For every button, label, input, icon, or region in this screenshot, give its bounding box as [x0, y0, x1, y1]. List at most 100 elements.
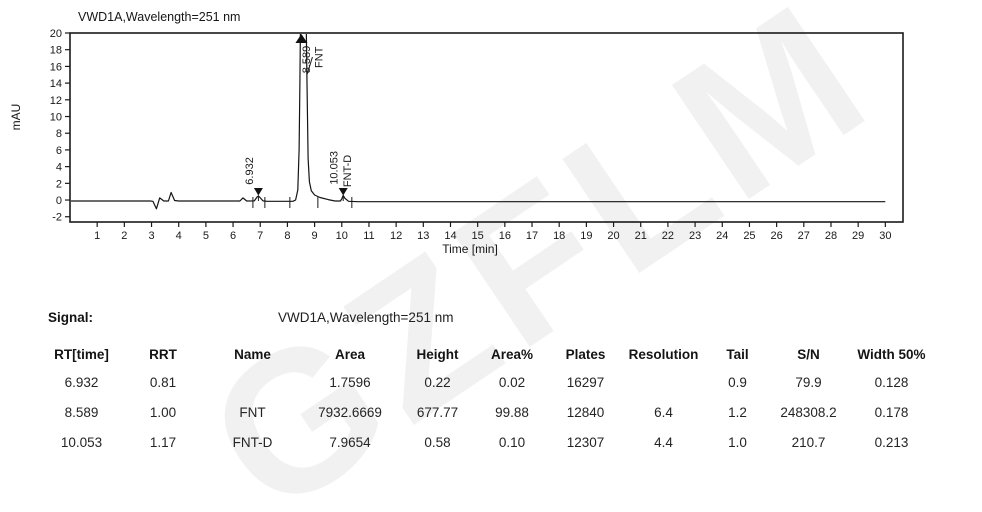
- y-tick-label: 8: [56, 128, 62, 140]
- peak-table-cell: 7.9654: [329, 434, 371, 450]
- peak-table-cell: 210.7: [791, 434, 826, 450]
- x-tick-label: 17: [526, 230, 538, 242]
- column-header-width-50-: Width 50%: [857, 346, 926, 362]
- peak-arrow-icon: [253, 187, 263, 196]
- column-header-rrt: RRT: [149, 346, 177, 362]
- integration-marks: [252, 197, 353, 209]
- peak-table-cell: 6.4: [654, 404, 673, 420]
- y-tick-label: 18: [50, 45, 62, 57]
- x-tick-label: 28: [825, 230, 837, 242]
- column-header-name: Name: [234, 346, 271, 362]
- peak-table-cell: FNT-D: [232, 434, 273, 450]
- x-tick-label: 24: [716, 230, 728, 242]
- x-tick-label: 19: [580, 230, 592, 242]
- peak-table-cell: 12307: [566, 434, 605, 450]
- x-tick-label: 21: [635, 230, 647, 242]
- plot-border: [69, 32, 904, 223]
- peak-table-cell: 16297: [566, 374, 605, 390]
- peak-table-cell: 0.58: [424, 434, 451, 450]
- y-tick-label: 10: [50, 112, 62, 124]
- results-section: Signal: VWD1A,Wavelength=251 nm RT[time]…: [40, 310, 950, 457]
- peak-table-cell: 4.4: [654, 434, 673, 450]
- peak-table-cell: 7932.6669: [318, 404, 382, 420]
- x-tick-label: 10: [336, 230, 348, 242]
- x-tick-label: 27: [798, 230, 810, 242]
- table-header-row: RT[time] RRT Name Area Height Area% Plates Reso…: [40, 341, 938, 367]
- column-header-area-: Area%: [490, 346, 534, 362]
- peak-table-cell: 1.7596: [329, 374, 371, 390]
- signal-row: Signal: VWD1A,Wavelength=251 nm: [40, 310, 950, 325]
- peak-table-cell: 6.932: [64, 374, 99, 390]
- peak-table-row: 6.932 0.81 1.7596 0.22 0.02 16297 0.9 79.9 0.128: [40, 367, 938, 397]
- peak-table-cell: 1.2: [728, 404, 747, 420]
- x-tick-label: 6: [230, 230, 236, 242]
- peak-table-cell: 0.178: [874, 404, 909, 420]
- x-tick-label: 13: [417, 230, 429, 242]
- y-tick-label: 2: [56, 178, 62, 190]
- peak-table-cell: 0.128: [874, 374, 909, 390]
- column-header-resolution: Resolution: [628, 346, 699, 362]
- peak-table-cell: 1.0: [728, 434, 747, 450]
- peak-table-cell: 0.213: [874, 434, 909, 450]
- peak-table-row: 10.053 1.17 FNT-D 7.9654 0.58 0.10 12307 4.4 1.0…: [40, 427, 938, 457]
- peak-table-cell: 8.589: [64, 404, 99, 420]
- peak-table-cell: 248308.2: [780, 404, 837, 420]
- peak-name-label: FNT-D: [342, 155, 354, 187]
- column-header-s-n: S/N: [797, 346, 820, 362]
- peak-table-cell: 0.81: [149, 374, 177, 390]
- peak-rt-label: 10.053: [329, 151, 341, 185]
- signal-value: VWD1A,Wavelength=251 nm: [278, 310, 454, 325]
- y-tick-label: 20: [50, 28, 62, 40]
- x-tick-label: 12: [390, 230, 402, 242]
- peak-table-cell: 677.77: [416, 404, 459, 420]
- signal-trace: [71, 34, 886, 210]
- x-tick-label: 3: [148, 230, 154, 242]
- x-tick-label: 29: [852, 230, 864, 242]
- peak-table-cell: 1.17: [149, 434, 177, 450]
- x-tick-label: 16: [499, 230, 511, 242]
- x-tick-label: 9: [312, 230, 318, 242]
- peak-rt-label: 8.589: [301, 46, 313, 74]
- peak-label-leader: [306, 56, 313, 76]
- column-header-area: Area: [334, 346, 366, 362]
- x-tick-label: 23: [689, 230, 701, 242]
- x-tick-label: 14: [444, 230, 456, 242]
- x-tick-label: 1: [94, 230, 100, 242]
- peak-rt-label: 6.932: [244, 157, 256, 185]
- x-tick-label: 4: [176, 230, 182, 242]
- y-tick-label: 12: [50, 95, 62, 107]
- peak-table-cell: FNT: [239, 404, 266, 420]
- x-tick-label: 8: [284, 230, 290, 242]
- x-tick-label: 11: [363, 230, 374, 242]
- peak-annotations: 6.932 8.589 FNT 10.053 FNT-D: [244, 34, 354, 202]
- y-tick-label: 14: [50, 78, 62, 90]
- peak-results-table: RT[time] RRT Name Area Height Area% Plates Reso…: [40, 341, 938, 457]
- peak-table-cell: [203, 367, 302, 397]
- column-header-plates: Plates: [565, 346, 606, 362]
- x-tick-label: 2: [121, 230, 127, 242]
- peak-table-cell: 79.9: [795, 374, 822, 390]
- peak-table-cell: [624, 367, 703, 397]
- peak-name-label: FNT: [313, 46, 325, 68]
- y-tick-label: -2: [52, 212, 62, 224]
- x-tick-label: 20: [607, 230, 619, 242]
- peak-table-cell: 0.10: [498, 434, 526, 450]
- x-axis-label: Time [min]: [442, 242, 498, 256]
- x-tick-label: 7: [257, 230, 263, 242]
- chromatogram-chart: VWD1A,Wavelength=251 nm mAU 20 18 16 14 12 10…: [9, 10, 904, 256]
- x-tick-label: 5: [203, 230, 209, 242]
- peak-table-cell: 99.88: [495, 404, 529, 420]
- chart-title: VWD1A,Wavelength=251 nm: [78, 10, 241, 24]
- x-tick-label: 22: [662, 230, 674, 242]
- peak-apex-marker-icon: [295, 34, 308, 43]
- peak-table-row: 8.589 1.00 FNT 7932.6669 677.77 99.88 12840 6.4…: [40, 397, 938, 427]
- x-tick-label: 30: [879, 230, 891, 242]
- peak-table-cell: 0.9: [728, 374, 747, 390]
- peak-table-cell: 10.053: [60, 434, 103, 450]
- column-header-height: Height: [416, 346, 459, 362]
- column-header-rt-time-: RT[time]: [54, 346, 109, 362]
- x-tick-label: 25: [743, 230, 755, 242]
- peak-arrow-icon: [338, 187, 348, 196]
